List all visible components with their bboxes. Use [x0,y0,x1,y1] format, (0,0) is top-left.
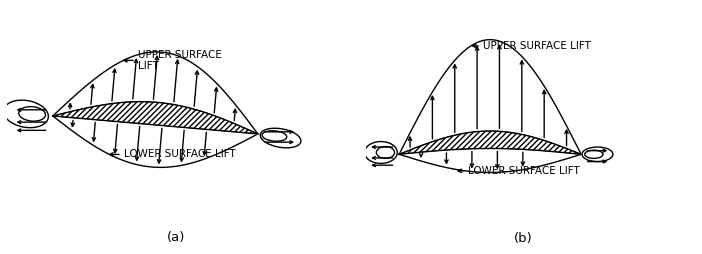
Polygon shape [53,102,258,134]
Text: LOWER SURFACE LIFT: LOWER SURFACE LIFT [124,149,236,160]
Text: UPPER SURFACE LIFT: UPPER SURFACE LIFT [483,41,590,51]
Text: (a): (a) [167,231,185,244]
Text: LOWER SURFACE LIFT: LOWER SURFACE LIFT [468,166,580,176]
Polygon shape [399,131,581,154]
Text: (b): (b) [513,232,532,245]
Text: UPPER SURFACE
LIFT: UPPER SURFACE LIFT [138,50,222,71]
